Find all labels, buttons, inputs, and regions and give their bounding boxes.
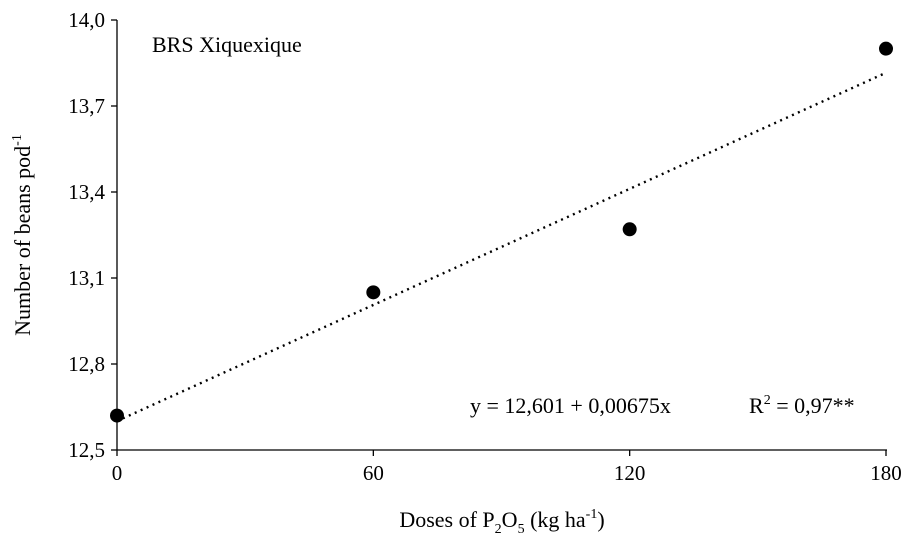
x-tick-label: 60 — [363, 461, 384, 485]
data-point — [366, 285, 381, 300]
regression-equation: y = 12,601 + 0,00675x — [470, 393, 671, 418]
r-squared-sup: 2 — [764, 393, 771, 408]
data-point — [879, 41, 893, 56]
y-tick-label: 12,8 — [68, 352, 105, 376]
x-tick-label: 0 — [112, 461, 123, 485]
x-axis-title: Doses of P2O5 (kg ha-1) — [399, 507, 604, 534]
y-tick-label: 13,7 — [68, 94, 105, 118]
chart-title: BRS Xiquexique — [152, 32, 302, 57]
y-ticks: 12,5 12,8 13,1 13,4 13,7 14,0 — [68, 8, 117, 462]
y-tick-label: 13,1 — [68, 266, 105, 290]
y-tick-label: 13,4 — [68, 180, 105, 204]
x-tick-label: 120 — [614, 461, 646, 485]
r-squared: R2 = 0,97** — [749, 393, 855, 418]
x-ticks: 0 60 120 180 — [112, 450, 902, 485]
data-point — [622, 222, 637, 237]
y-axis-title: Number of beans pod-1 — [10, 134, 35, 336]
y-tick-label: 12,5 — [68, 438, 105, 462]
x-tick-label: 180 — [870, 461, 902, 485]
y-tick-label: 14,0 — [68, 8, 105, 32]
data-points — [110, 41, 893, 423]
r-squared-label: R — [749, 393, 764, 418]
r-squared-value: = 0,97** — [771, 393, 855, 418]
data-point — [110, 408, 124, 423]
trendline — [116, 71, 887, 423]
